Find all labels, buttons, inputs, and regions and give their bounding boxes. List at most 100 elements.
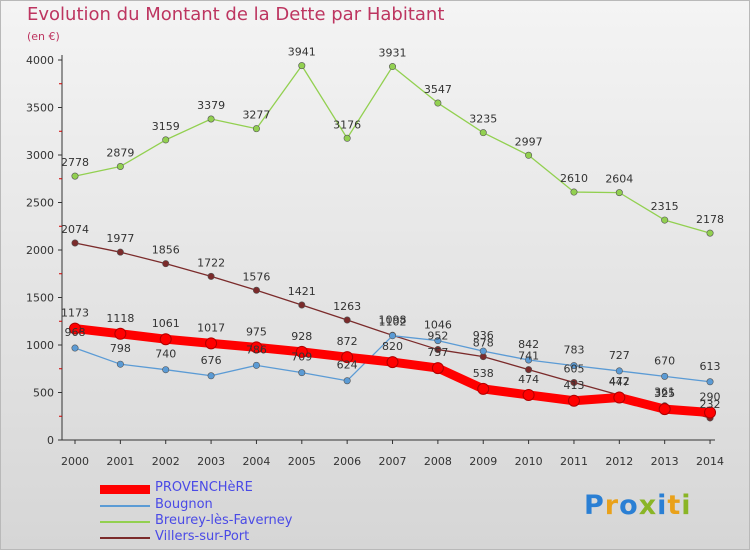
data-label: 2074 [61,223,89,236]
data-label: 676 [201,354,222,367]
logo-letter: P [584,490,605,521]
data-point [295,345,308,358]
data-point [615,367,623,375]
data-point [207,372,215,380]
data-point [252,361,260,369]
data-point [341,351,354,364]
data-label: 757 [427,346,448,359]
data-point [658,403,671,416]
x-tick-label: 2011 [560,455,588,468]
data-point [389,63,397,71]
x-tick-label: 2004 [242,455,270,468]
x-tick-label: 2012 [605,455,633,468]
data-point [116,360,124,368]
data-label: 3931 [379,47,407,60]
data-label: 936 [473,329,494,342]
data-label: 472 [609,375,630,388]
data-label: 670 [654,354,675,367]
data-point [434,346,442,354]
x-tick-label: 2014 [696,455,724,468]
y-tick-label: 3500 [26,102,54,115]
data-label: 1118 [106,312,134,325]
x-tick-label: 2008 [424,455,452,468]
x-tick-label: 2006 [333,455,361,468]
data-point [162,260,170,268]
data-point [706,229,714,237]
data-label: 1046 [424,319,452,332]
data-point [386,356,399,369]
series-bougnon [71,332,714,386]
data-point [252,125,260,133]
data-label: 740 [155,348,176,361]
data-label: 2610 [560,172,588,185]
y-tick-label: 1500 [26,292,54,305]
chart-title: Evolution du Montant de la Dette par Hab… [27,4,445,25]
y-tick-label: 1000 [26,339,54,352]
data-point [479,129,487,137]
data-label: 624 [337,359,358,372]
data-label: 1576 [242,270,270,283]
legend-swatch [100,521,150,523]
x-tick-label: 2005 [288,455,316,468]
data-label: 3941 [288,46,316,59]
data-label: 3277 [242,109,270,122]
y-tick-label: 4000 [26,54,54,67]
data-label: 605 [563,363,584,376]
data-label: 1098 [379,314,407,327]
data-label: 975 [246,325,267,338]
logo-letter: t [667,490,682,521]
data-label: 413 [563,379,584,392]
data-point [298,62,306,70]
data-label: 538 [473,367,494,380]
data-point [162,136,170,144]
data-label: 1722 [197,256,225,269]
data-label: 613 [700,360,721,373]
y-tick-label: 0 [47,434,54,447]
data-label: 842 [518,338,539,351]
data-label: 2997 [515,135,543,148]
chart-subtitle: (en €) [27,30,60,43]
y-tick-label: 3000 [26,149,54,162]
data-point [525,151,533,159]
data-point [116,162,124,170]
data-label: 325 [654,387,675,400]
data-point [71,344,79,352]
data-label: 783 [563,344,584,357]
data-point [250,341,263,354]
data-labels: 2778 2879 3159 3379 3277 3941 3176 3931 3547 3235… [61,46,724,411]
data-label: 952 [427,330,448,343]
legend-swatch [100,505,150,507]
data-label: 3176 [333,118,361,131]
data-point [434,337,442,345]
data-point [522,388,535,401]
data-point [69,322,81,335]
data-label: 820 [382,340,403,353]
data-point [298,301,306,309]
series-line [74,242,711,419]
data-label: 232 [700,398,721,411]
series-layer [69,62,717,422]
data-label: 1017 [197,321,225,334]
data-point [159,333,172,346]
data-point [71,172,79,180]
data-label: 1102 [379,315,407,328]
data-point [298,369,306,377]
data-point [114,327,127,340]
y-tick-label: 500 [33,387,54,400]
data-label: 1061 [152,317,180,330]
data-label: 878 [473,337,494,350]
data-label: 741 [518,350,539,363]
x-tick-label: 2000 [61,455,89,468]
logo-letter: o [619,490,639,521]
data-label: 2879 [106,146,134,159]
data-point [570,188,578,196]
x-tick-label: 2001 [106,455,134,468]
data-point [613,391,626,404]
data-point [570,362,578,370]
data-point [434,99,442,107]
data-label: 290 [700,390,721,403]
data-point [207,115,215,123]
data-point [431,362,444,375]
data-point [615,189,623,197]
